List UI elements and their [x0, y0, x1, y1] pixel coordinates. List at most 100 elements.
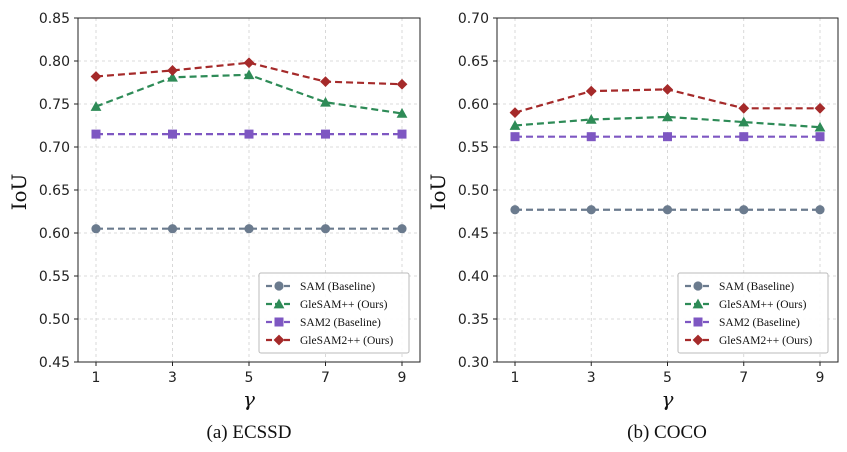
legend-box: [258, 272, 410, 354]
series-glesam2-ours: [90, 57, 408, 90]
y-tick-label: 0.60: [458, 97, 489, 113]
x-tick-label: 3: [168, 370, 177, 386]
data-point: [738, 102, 750, 114]
legend-marker: [273, 298, 285, 309]
legend-marker: [693, 281, 703, 291]
data-point: [509, 120, 521, 130]
data-point: [167, 65, 178, 76]
series-line: [95, 61, 403, 86]
data-point: [244, 129, 254, 139]
legend-item: SAM (Baseline): [685, 281, 794, 293]
x-tick-label: 1: [511, 370, 520, 386]
data-point: [320, 224, 331, 234]
data-point: [510, 205, 520, 215]
series-glesam-ours: [90, 69, 408, 118]
chart-panel-2: 0.30 0.35 0.40 0.45 0.50 0.55 0.60 0.65 0.70 1 3 5 7…: [426, 11, 839, 443]
legend: SAM (Baseline) GleSAM++ (Ours) SAM2 (Basel…: [258, 272, 410, 354]
y-tick-label: 0.65: [39, 183, 70, 199]
plot-frame: [77, 17, 421, 363]
legend-label: GleSAM2++ (Ours): [300, 335, 393, 347]
data-point: [585, 114, 597, 124]
panel-caption: (a) ECSSD: [207, 422, 292, 443]
y-tick-label: 0.35: [458, 312, 489, 328]
legend-marker: [273, 334, 285, 346]
y-axis-label: IoU: [426, 174, 450, 211]
data-point: [397, 129, 407, 139]
data-point: [397, 224, 407, 234]
data-point: [244, 224, 254, 234]
legend-item: SAM2 (Baseline): [266, 317, 381, 329]
data-point: [320, 76, 331, 88]
data-point: [586, 132, 596, 142]
chart-panel-1: 0.45 0.50 0.55 0.60 0.65 0.70 0.75 0.80 0.85 1 3 5 7…: [7, 11, 421, 443]
y-tick-label: 0.85: [39, 11, 70, 27]
y-tick-label: 0.45: [458, 226, 489, 242]
plot-frame: [496, 17, 839, 363]
data-point: [509, 107, 521, 118]
data-point: [91, 129, 101, 139]
y-tick-label: 0.55: [39, 269, 70, 285]
data-point: [167, 224, 178, 234]
data-point: [168, 129, 177, 139]
x-tick-label: 5: [663, 370, 672, 386]
data-point: [585, 85, 597, 97]
legend-item: GleSAM++ (Ours): [266, 298, 388, 311]
y-tick-label: 0.50: [39, 312, 70, 328]
x-tick-label: 5: [245, 370, 254, 386]
x-tick-label: 7: [321, 370, 330, 386]
legend-item: SAM (Baseline): [266, 281, 375, 293]
data-point: [662, 111, 673, 122]
legend-marker: [693, 317, 703, 327]
series-line: [514, 115, 821, 129]
legend-item: SAM2 (Baseline): [685, 317, 800, 329]
series-glesam-ours: [509, 111, 826, 132]
legend-marker: [692, 334, 704, 346]
legend-label: SAM (Baseline): [719, 281, 794, 293]
legend-label: SAM2 (Baseline): [300, 317, 381, 329]
data-point: [663, 132, 672, 142]
legend-label: GleSAM++ (Ours): [300, 299, 388, 311]
data-point: [815, 205, 825, 215]
y-tick-label: 0.70: [39, 140, 70, 156]
legend-marker: [274, 281, 284, 291]
x-tick-label: 1: [92, 370, 101, 386]
series-sam2-baseline: [510, 132, 825, 142]
y-tick-label: 0.65: [458, 54, 489, 70]
data-point: [243, 69, 255, 80]
data-point: [243, 57, 255, 69]
data-point: [814, 102, 826, 114]
panel-caption: (b) COCO: [627, 422, 707, 443]
y-tick-label: 0.30: [458, 355, 489, 371]
x-tick-label: 9: [816, 370, 825, 386]
data-point: [90, 101, 102, 111]
data-point: [510, 132, 520, 142]
data-point: [662, 205, 673, 215]
legend-item: GleSAM2++ (Ours): [685, 334, 812, 347]
series-sam-baseline: [510, 205, 825, 215]
legend-marker: [274, 317, 284, 327]
data-point: [167, 71, 178, 82]
x-tick-label: 3: [587, 370, 596, 386]
legend-box: [677, 272, 829, 354]
data-point: [90, 71, 102, 82]
data-point: [739, 205, 749, 215]
x-tick-label: 9: [398, 370, 407, 386]
data-point: [586, 205, 596, 215]
data-point: [396, 78, 408, 90]
data-point: [738, 116, 750, 127]
data-point: [815, 132, 825, 142]
data-point: [814, 121, 826, 132]
legend: SAM (Baseline) GleSAM++ (Ours) SAM2 (Basel…: [677, 272, 829, 354]
series-glesam2-ours: [509, 83, 826, 118]
series-sam-baseline: [91, 224, 407, 234]
legend-item: GleSAM2++ (Ours): [266, 334, 393, 347]
x-tick-label: 7: [739, 370, 748, 386]
legend-label: GleSAM++ (Ours): [719, 299, 807, 311]
y-tick-label: 0.60: [39, 226, 70, 242]
y-tick-label: 0.50: [458, 183, 489, 199]
data-point: [662, 83, 673, 95]
legend-item: GleSAM++ (Ours): [685, 298, 807, 311]
legend-label: SAM (Baseline): [300, 281, 375, 293]
y-tick-label: 0.70: [458, 11, 489, 27]
